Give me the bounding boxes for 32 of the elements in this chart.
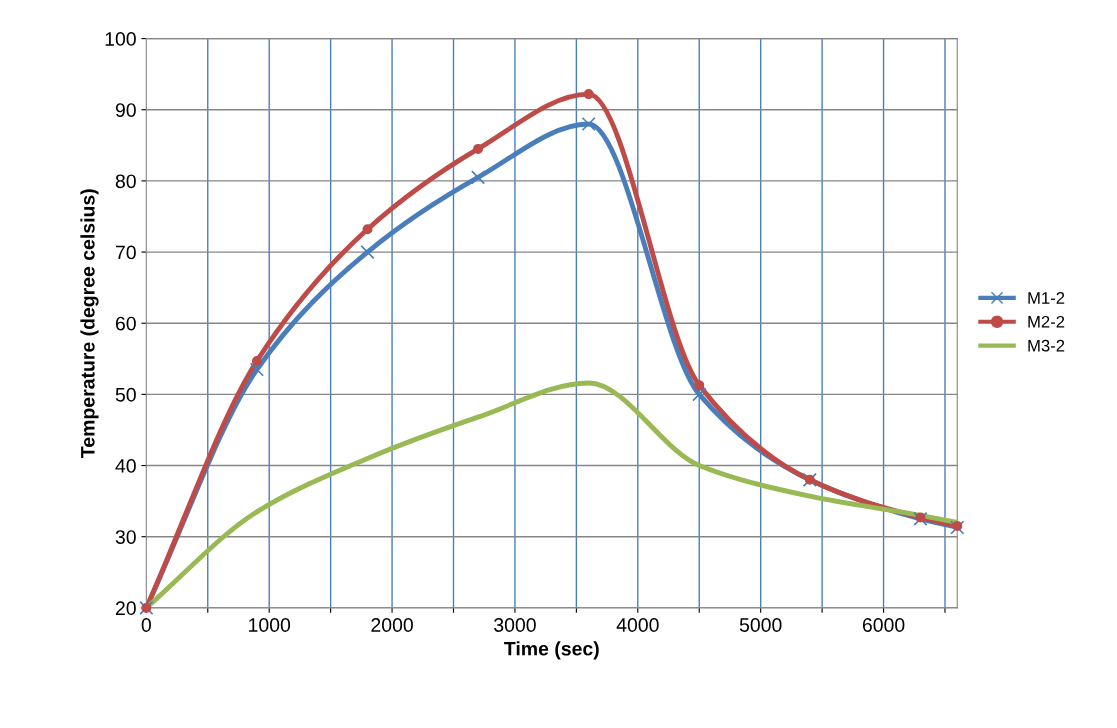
y-tick-label: 90	[115, 103, 136, 117]
point	[251, 355, 262, 366]
x-tick-label: 4000	[616, 618, 659, 632]
y-tick-label: 50	[115, 387, 136, 402]
point	[581, 116, 596, 132]
y-tick-label: 70	[115, 245, 136, 260]
point	[913, 511, 928, 527]
y-tick-label: 100	[105, 32, 136, 46]
point	[583, 89, 594, 100]
x-tick-label: 6000	[862, 618, 905, 632]
legend-label: M2-2	[1028, 315, 1065, 328]
x-tick-label: 1000	[249, 618, 291, 632]
point	[362, 224, 373, 235]
point	[694, 380, 705, 391]
y-tick-label: 60	[115, 316, 136, 331]
point	[470, 170, 486, 185]
legend-label: M1-2	[1028, 292, 1065, 304]
legend-label: M3-2	[1028, 339, 1065, 352]
y-axis-title: Temperature (degree celsius)	[80, 189, 99, 458]
x-tick-label: 3000	[494, 618, 536, 632]
y-tick-label: 30	[115, 530, 136, 544]
point	[692, 387, 707, 402]
y-tick-label: 40	[115, 459, 136, 473]
y-tick-label: 20	[115, 601, 136, 616]
point	[249, 362, 264, 377]
x-tick-label: 2000	[371, 618, 413, 632]
point	[473, 143, 484, 154]
x-tick-label: 0	[141, 618, 151, 632]
x-tick-label: 5000	[739, 618, 782, 632]
y-tick-label: 80	[115, 174, 136, 189]
point	[360, 244, 375, 260]
x-axis-title: Time (sec)	[504, 641, 599, 660]
